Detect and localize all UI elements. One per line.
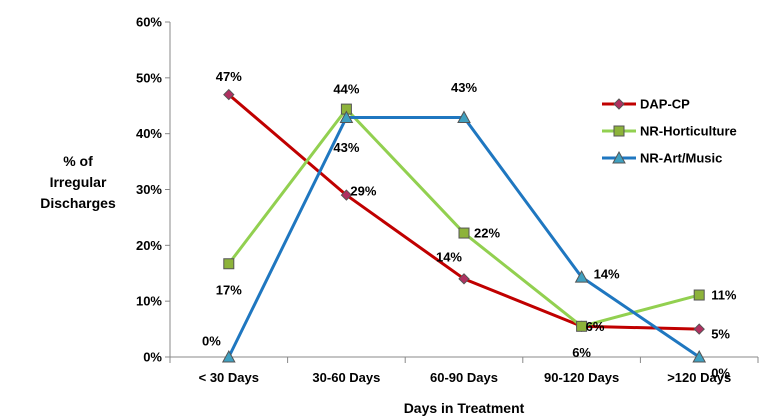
data-point bbox=[340, 189, 353, 201]
data-point bbox=[221, 349, 236, 363]
x-tick-label: < 30 Days bbox=[199, 370, 259, 385]
data-label: 47% bbox=[216, 69, 242, 84]
y-axis-title-line: Discharges bbox=[40, 195, 116, 211]
y-axis-title: % of Irregular Discharges bbox=[40, 153, 116, 211]
data-point bbox=[458, 227, 470, 239]
y-tick-label: 40% bbox=[136, 126, 162, 141]
data-label: 11% bbox=[711, 288, 737, 303]
legend: DAP-CP NR-Horticulture NR-Art/Music bbox=[602, 97, 737, 166]
series-line-1 bbox=[227, 107, 700, 328]
y-tick-label: 20% bbox=[136, 238, 162, 253]
data-label: 0% bbox=[711, 366, 730, 381]
y-axis-title-line: % of bbox=[63, 153, 93, 169]
data-point bbox=[574, 270, 589, 283]
legend-marker bbox=[612, 150, 626, 164]
x-tick-label: 90-120 Days bbox=[544, 370, 619, 385]
x-axis-title: Days in Treatment bbox=[404, 400, 525, 416]
y-tick-labels: 0% 10% 20% 30% 40% 50% 60% bbox=[136, 15, 162, 365]
data-label: 14% bbox=[436, 249, 462, 264]
data-point bbox=[692, 349, 707, 363]
legend-marker bbox=[613, 98, 625, 110]
y-tick-label: 0% bbox=[143, 350, 162, 365]
data-point bbox=[693, 323, 705, 335]
y-tick-label: 10% bbox=[136, 294, 162, 309]
x-tick-label: >120 Days bbox=[667, 370, 731, 385]
axes bbox=[165, 21, 759, 363]
data-label: 43% bbox=[333, 140, 359, 155]
data-point bbox=[223, 258, 235, 270]
x-tick-label: 30-60 Days bbox=[312, 370, 380, 385]
legend-entry: NR-Art/Music bbox=[640, 151, 722, 166]
y-tick-label: 50% bbox=[136, 70, 162, 85]
legend-entry: NR-Horticulture bbox=[640, 124, 737, 139]
data-label: 5% bbox=[711, 327, 730, 342]
data-label: 0% bbox=[202, 334, 221, 349]
y-tick-label: 60% bbox=[136, 15, 162, 30]
data-label: 22% bbox=[474, 226, 500, 241]
data-point bbox=[576, 320, 588, 332]
y-tick-label: 30% bbox=[136, 182, 162, 197]
data-label: 43% bbox=[451, 80, 477, 95]
legend-entry: DAP-CP bbox=[640, 97, 690, 112]
data-label: 17% bbox=[216, 282, 242, 297]
data-label: 44% bbox=[333, 82, 359, 97]
data-label: 29% bbox=[350, 184, 376, 199]
y-axis-title-line: Irregular bbox=[50, 174, 107, 190]
data-point bbox=[223, 88, 235, 101]
data-point bbox=[339, 110, 354, 123]
data-point bbox=[458, 273, 470, 285]
x-tick-labels: < 30 Days 30-60 Days 60-90 Days 90-120 Days… bbox=[199, 370, 732, 385]
data-label: 6% bbox=[572, 345, 591, 360]
series-markers bbox=[221, 88, 707, 363]
data-labels: 47% 29% 14% 6% 5% 17% 44% 22% 6% 11% 0% 43% 43% 14% 0% bbox=[202, 69, 737, 380]
series-lines bbox=[227, 93, 701, 359]
data-point bbox=[457, 110, 471, 123]
data-label: 6% bbox=[586, 319, 605, 334]
data-label: 14% bbox=[594, 267, 620, 282]
legend-marker bbox=[613, 125, 625, 137]
x-tick-label: 60-90 Days bbox=[430, 370, 498, 385]
data-point bbox=[693, 289, 705, 301]
